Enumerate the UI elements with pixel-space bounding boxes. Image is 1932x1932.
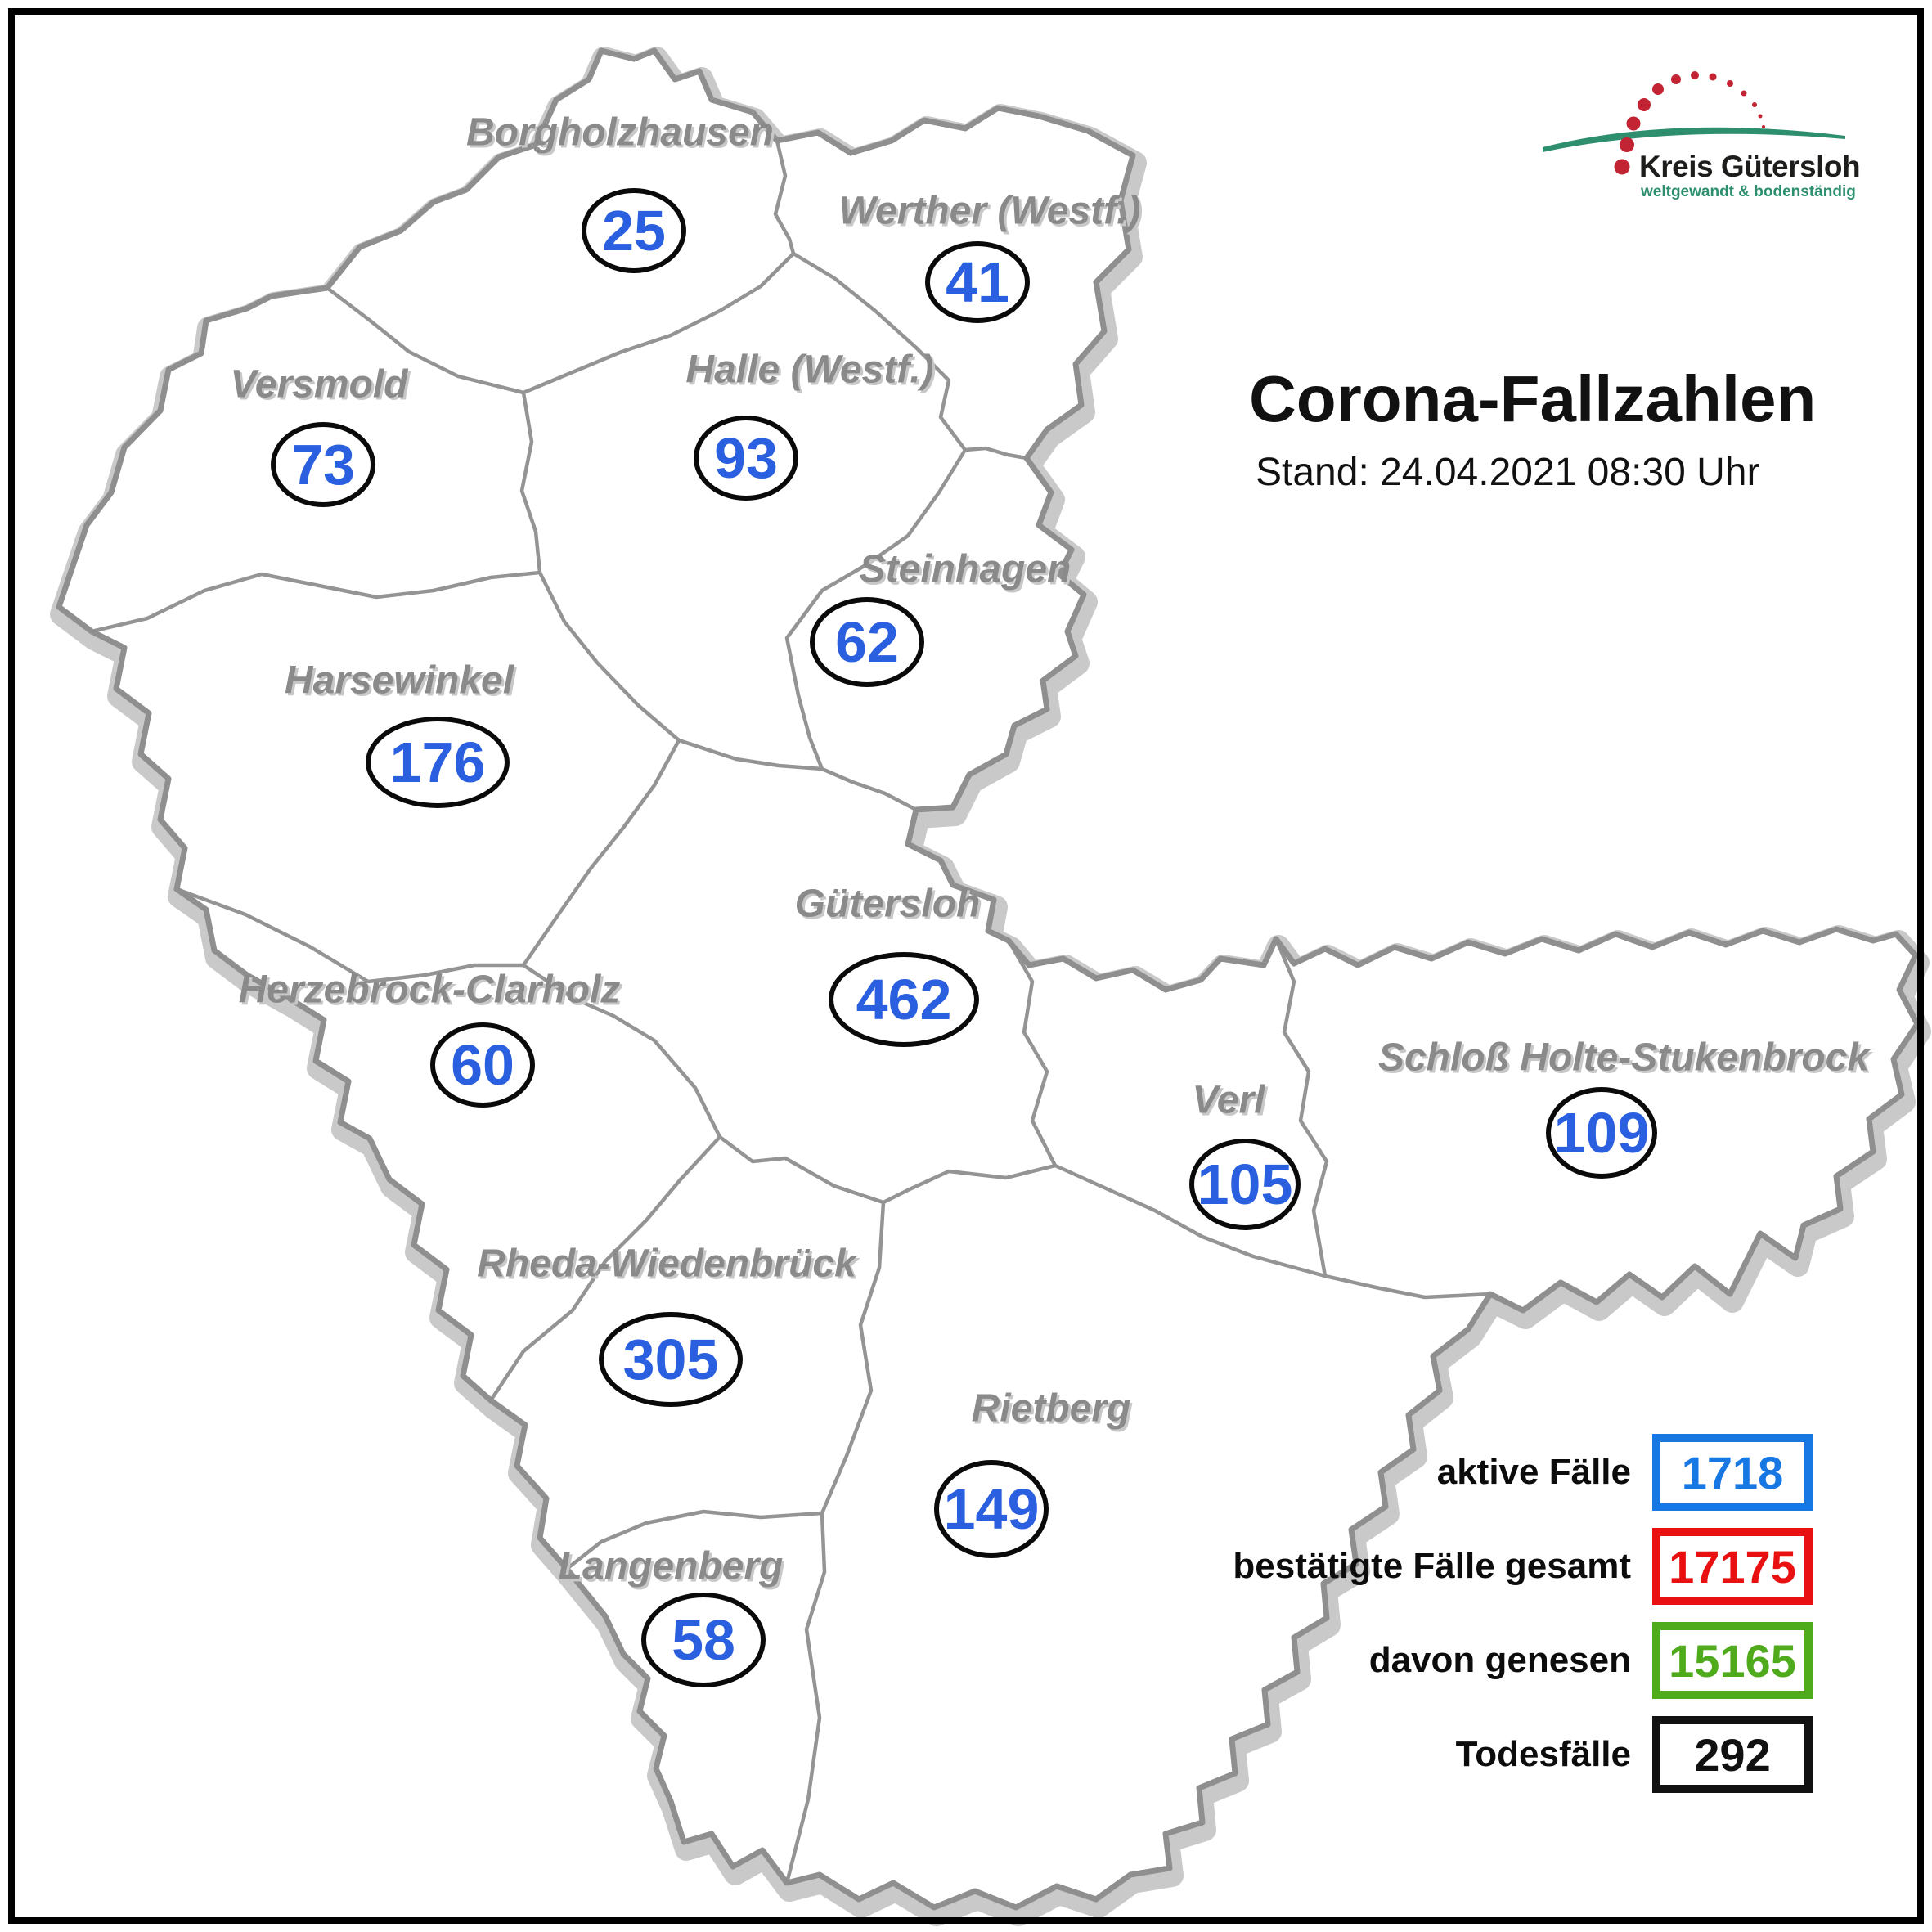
- legend-value-box: 1718: [1652, 1434, 1813, 1511]
- logo: [1543, 71, 1845, 175]
- municipal-border: [174, 887, 526, 984]
- case-count-badge: 149: [934, 1460, 1049, 1558]
- municipality-label: Schloß Holte-Stukenbrock: [1377, 1036, 1870, 1080]
- municipal-border: [519, 390, 542, 575]
- legend-value: 15165: [1669, 1634, 1796, 1687]
- municipality-label: Rheda-Wiedenbrück: [477, 1242, 856, 1286]
- page-title: Corona-Fallzahlen: [1249, 362, 1817, 435]
- logo-arc-dot: [1727, 80, 1733, 87]
- logo-arc-dot: [1626, 116, 1641, 131]
- municipal-border: [1006, 938, 1058, 1168]
- logo-arc-dot: [1709, 73, 1717, 81]
- legend-label: bestätigte Fälle gesamt: [1233, 1546, 1631, 1586]
- municipal-border: [1323, 1274, 1493, 1300]
- logo-arc-dot: [1762, 125, 1765, 128]
- logo-arc-dot: [1638, 98, 1651, 111]
- page-subtitle: Stand: 24.04.2021 08:30 Uhr: [1256, 451, 1760, 494]
- municipality-label: Gütersloh: [794, 882, 981, 926]
- municipality-label: Langenberg: [558, 1544, 784, 1588]
- legend-value: 17175: [1669, 1540, 1796, 1593]
- municipal-border: [521, 738, 681, 968]
- district-outline: [56, 47, 1921, 1911]
- case-count-badge: 176: [366, 717, 510, 808]
- legend-value-box: 15165: [1652, 1622, 1813, 1699]
- municipal-border: [1053, 1163, 1328, 1278]
- logo-arc-dot: [1614, 159, 1630, 175]
- municipality-label: Rietberg: [971, 1386, 1131, 1431]
- municipal-border: [89, 570, 542, 634]
- municipal-border: [537, 570, 681, 743]
- logo-tagline: weltgewandt & bodenständig: [1641, 183, 1856, 200]
- case-count-badge: 73: [271, 422, 375, 507]
- municipality-label: Werther (Westf.): [838, 189, 1141, 233]
- municipality-label: Halle (Westf.): [685, 348, 934, 392]
- municipal-border: [881, 1163, 1058, 1205]
- logo-arc-dot: [1671, 74, 1681, 84]
- municipal-border: [488, 1134, 722, 1403]
- municipality-label: Steinhagen: [859, 547, 1072, 591]
- municipal-border: [820, 766, 919, 812]
- case-count-badge: 462: [829, 952, 979, 1047]
- case-count-badge: 41: [925, 241, 1030, 323]
- case-count-badge: 93: [694, 416, 798, 501]
- legend-value: 292: [1694, 1728, 1771, 1781]
- municipal-border: [791, 251, 968, 452]
- legend-value-box: 17175: [1652, 1528, 1813, 1605]
- legend-row: aktive Fälle 1718: [1047, 1434, 1813, 1511]
- case-count-badge: 25: [582, 188, 686, 273]
- municipal-border: [963, 446, 1029, 461]
- logo-swoosh: [1543, 127, 1845, 152]
- municipal-border: [717, 1134, 886, 1205]
- municipal-border: [521, 963, 722, 1139]
- municipal-border: [784, 447, 968, 771]
- logo-arc-dot: [1620, 137, 1634, 152]
- logo-arc-dot: [1741, 90, 1747, 97]
- municipal-borders: [89, 138, 1493, 1885]
- municipal-border: [676, 738, 824, 771]
- municipality-label: Versmold: [230, 362, 408, 407]
- logo-wordmark: Kreis Gütersloh: [1639, 150, 1861, 183]
- legend-row: Todesfälle 292: [1047, 1716, 1813, 1793]
- logo-arc-dot: [1752, 102, 1757, 107]
- logo-arc: [1614, 71, 1765, 175]
- municipality-label: Herzebrock-Clarholz: [238, 968, 621, 1012]
- legend-label: Todesfälle: [1455, 1734, 1631, 1774]
- legend-row: bestätigte Fälle gesamt 17175: [1047, 1528, 1813, 1605]
- title-block: Corona-Fallzahlen Stand: 24.04.2021 08:3…: [1249, 366, 1816, 495]
- municipality-label: Harsewinkel: [284, 658, 514, 703]
- legend-label: aktive Fälle: [1436, 1452, 1631, 1492]
- municipal-border: [820, 1200, 886, 1516]
- case-count-badge: 62: [810, 597, 924, 687]
- case-count-badge: 105: [1189, 1139, 1301, 1230]
- municipality-label: Borgholzhausen: [465, 110, 775, 155]
- municipal-border: [521, 251, 796, 395]
- legend-value: 1718: [1681, 1446, 1784, 1498]
- logo-arc-dot: [1758, 114, 1763, 119]
- case-count-badge: 60: [430, 1022, 535, 1108]
- legend-value-box: 292: [1652, 1716, 1813, 1793]
- case-count-badge: 58: [641, 1593, 766, 1687]
- legend-row: davon genesen 15165: [1047, 1622, 1813, 1699]
- logo-arc-dot: [1691, 71, 1699, 79]
- case-count-badge: 109: [1546, 1087, 1657, 1179]
- municipal-border: [784, 1511, 827, 1885]
- municipal-border: [325, 285, 526, 395]
- municipality-label: Verl: [1192, 1078, 1265, 1122]
- municipal-border: [773, 138, 796, 256]
- legend-label: davon genesen: [1368, 1640, 1631, 1680]
- municipal-border: [1274, 937, 1329, 1278]
- case-count-badge: 305: [599, 1312, 743, 1407]
- municipal-border: [564, 1509, 824, 1571]
- logo-arc-dot: [1652, 83, 1664, 95]
